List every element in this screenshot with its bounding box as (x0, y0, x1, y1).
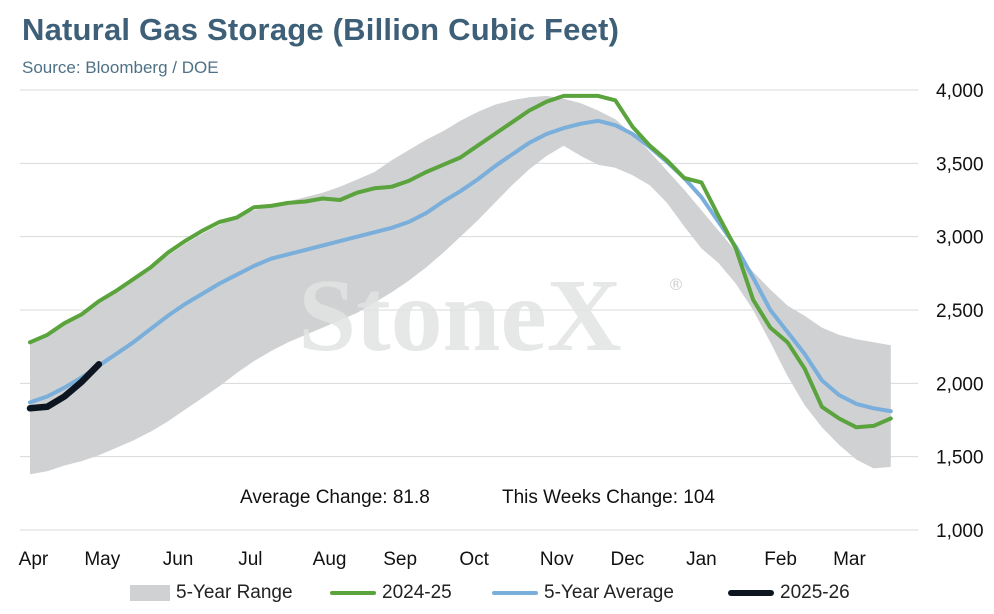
y-axis-ticks: 1,000 1,500 2,000 2,500 3,000 3,500 4,000 (936, 81, 984, 542)
legend-item-2024-25: 2024-25 (330, 578, 452, 608)
x-tick-sep: Sep (383, 549, 417, 570)
x-tick-nov: Nov (540, 549, 574, 570)
y-tick-2500: 2,500 (936, 301, 984, 322)
legend-label-range: 5-Year Range (176, 582, 293, 603)
x-tick-jun: Jun (163, 549, 194, 570)
chart-svg: StoneX ® 1,000 1,500 2,000 2,500 3,000 3,500 4… (19, 81, 984, 570)
x-tick-oct: Oct (459, 549, 489, 570)
legend-label-2025-26: 2025-26 (780, 582, 850, 603)
series-lines (26, 93, 893, 430)
registered-mark: ® (668, 275, 684, 294)
x-tick-mar: Mar (833, 549, 866, 570)
legend-label-2024-25: 2024-25 (382, 582, 452, 603)
weekly-change-annotation: This Weeks Change: 104 (502, 487, 715, 508)
y-tick-3500: 3,500 (936, 154, 984, 175)
series-line-5-year-average (28, 118, 893, 414)
legend-swatch-range (130, 585, 170, 601)
page-title: Natural Gas Storage (Billion Cubic Feet) (22, 12, 620, 47)
five-year-range-area (30, 95, 891, 475)
chart-legend: 5-Year Range 2024-25 5-Year Average 2025… (0, 578, 994, 608)
legend-item-average: 5-Year Average (492, 578, 674, 608)
legend-item-2025-26: 2025-26 (728, 578, 850, 608)
y-tick-3000: 3,000 (936, 228, 984, 249)
legend-swatch-2024-25 (330, 591, 376, 595)
series-line-2025-26 (26, 361, 103, 412)
y-tick-2000: 2,000 (936, 374, 984, 395)
y-tick-1500: 1,500 (936, 448, 984, 469)
x-axis-ticks: Apr May Jun Jul Aug Sep Oct Nov Dec Jan Feb Mar (19, 549, 867, 570)
x-tick-jul: Jul (238, 549, 262, 570)
legend-swatch-2025-26 (728, 590, 774, 596)
average-change-annotation: Average Change: 81.8 (240, 487, 430, 508)
x-tick-apr: Apr (19, 549, 49, 570)
stonex-watermark: StoneX (298, 258, 622, 373)
y-tick-4000: 4,000 (936, 81, 984, 102)
legend-item-range: 5-Year Range (130, 578, 293, 608)
x-tick-dec: Dec (610, 549, 644, 570)
legend-label-average: 5-Year Average (544, 582, 674, 603)
x-tick-may: May (84, 549, 120, 570)
legend-swatch-average (492, 591, 538, 595)
y-tick-1000: 1,000 (936, 521, 984, 542)
series-line-2024-25 (28, 93, 893, 430)
chart-source: Source: Bloomberg / DOE (22, 58, 219, 77)
x-tick-feb: Feb (764, 549, 797, 570)
x-tick-aug: Aug (313, 549, 347, 570)
x-tick-jan: Jan (686, 549, 717, 570)
